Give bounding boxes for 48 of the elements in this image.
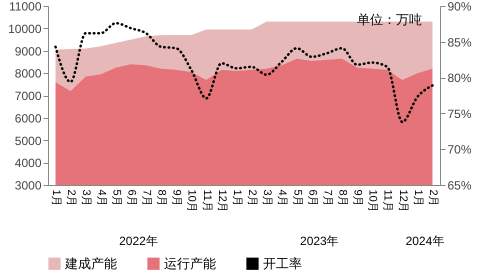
text: 2024年 bbox=[406, 234, 444, 248]
legend-label: 运行产能 bbox=[164, 256, 216, 271]
x-tick-label: 2月 bbox=[426, 190, 439, 207]
x-tick-label: 6月 bbox=[306, 190, 318, 207]
x-tick-label: 4月 bbox=[276, 190, 288, 207]
y-tick-label: 4000 bbox=[14, 156, 42, 170]
x-tick-label: 5月 bbox=[110, 190, 122, 207]
x-tick-label: 7月 bbox=[321, 190, 334, 207]
x-tick-label: 10月 bbox=[366, 190, 379, 213]
x-tick-label: 1月 bbox=[50, 190, 62, 207]
y-tick-label: 6000 bbox=[14, 111, 42, 126]
x-tick-label: 12月 bbox=[396, 190, 409, 213]
annotation: 单位：万吨 bbox=[357, 12, 422, 27]
x-tick-label: 2月 bbox=[246, 190, 258, 207]
x-tick-label: 3月 bbox=[80, 190, 92, 207]
x-tick-label: 11月 bbox=[200, 190, 213, 212]
x-tick-label: 1月 bbox=[412, 190, 424, 207]
x-tick-label: 8月 bbox=[336, 190, 348, 207]
legend-label: 开工率 bbox=[263, 256, 302, 271]
y-tick-label: 9000 bbox=[14, 44, 42, 58]
y-tick-label: 5000 bbox=[14, 134, 42, 148]
x-tick-label: 9月 bbox=[352, 190, 364, 207]
legend-label: 建成产能 bbox=[64, 256, 117, 271]
y-tick-label: 8000 bbox=[14, 66, 42, 81]
x-tick-label: 3月 bbox=[261, 190, 274, 207]
x-tick-label: 1月 bbox=[230, 190, 243, 207]
x-tick-label: 7月 bbox=[140, 190, 152, 207]
x-tick-label: 2月 bbox=[65, 190, 78, 207]
x-tick-label: 10月 bbox=[186, 190, 198, 213]
text: 2022年 bbox=[119, 234, 158, 248]
y2-tick-label: 85% bbox=[448, 35, 472, 50]
x-tick-label: 8月 bbox=[156, 190, 168, 207]
y2-tick-label: 65% bbox=[448, 178, 472, 192]
x-tick-label: 12月 bbox=[216, 190, 228, 213]
y-tick-label: 11000 bbox=[9, 0, 42, 14]
y2-tick-label: 70% bbox=[448, 142, 472, 157]
y2-tick-label: 90% bbox=[448, 0, 472, 14]
x-tick-label: 9月 bbox=[170, 190, 183, 207]
y2-tick-label: 75% bbox=[448, 106, 472, 121]
y-tick-label: 3000 bbox=[14, 178, 42, 192]
x-tick-label: 6月 bbox=[125, 190, 138, 207]
x-tick-label: 4月 bbox=[95, 190, 108, 207]
x-tick-label: 11月 bbox=[382, 190, 394, 212]
y-tick-label: 10000 bbox=[8, 22, 42, 36]
x-tick-label: 5月 bbox=[291, 190, 304, 207]
y2-tick-label: 80% bbox=[448, 71, 472, 86]
y-tick-label: 7000 bbox=[14, 89, 42, 103]
text: 2023年 bbox=[300, 234, 339, 248]
